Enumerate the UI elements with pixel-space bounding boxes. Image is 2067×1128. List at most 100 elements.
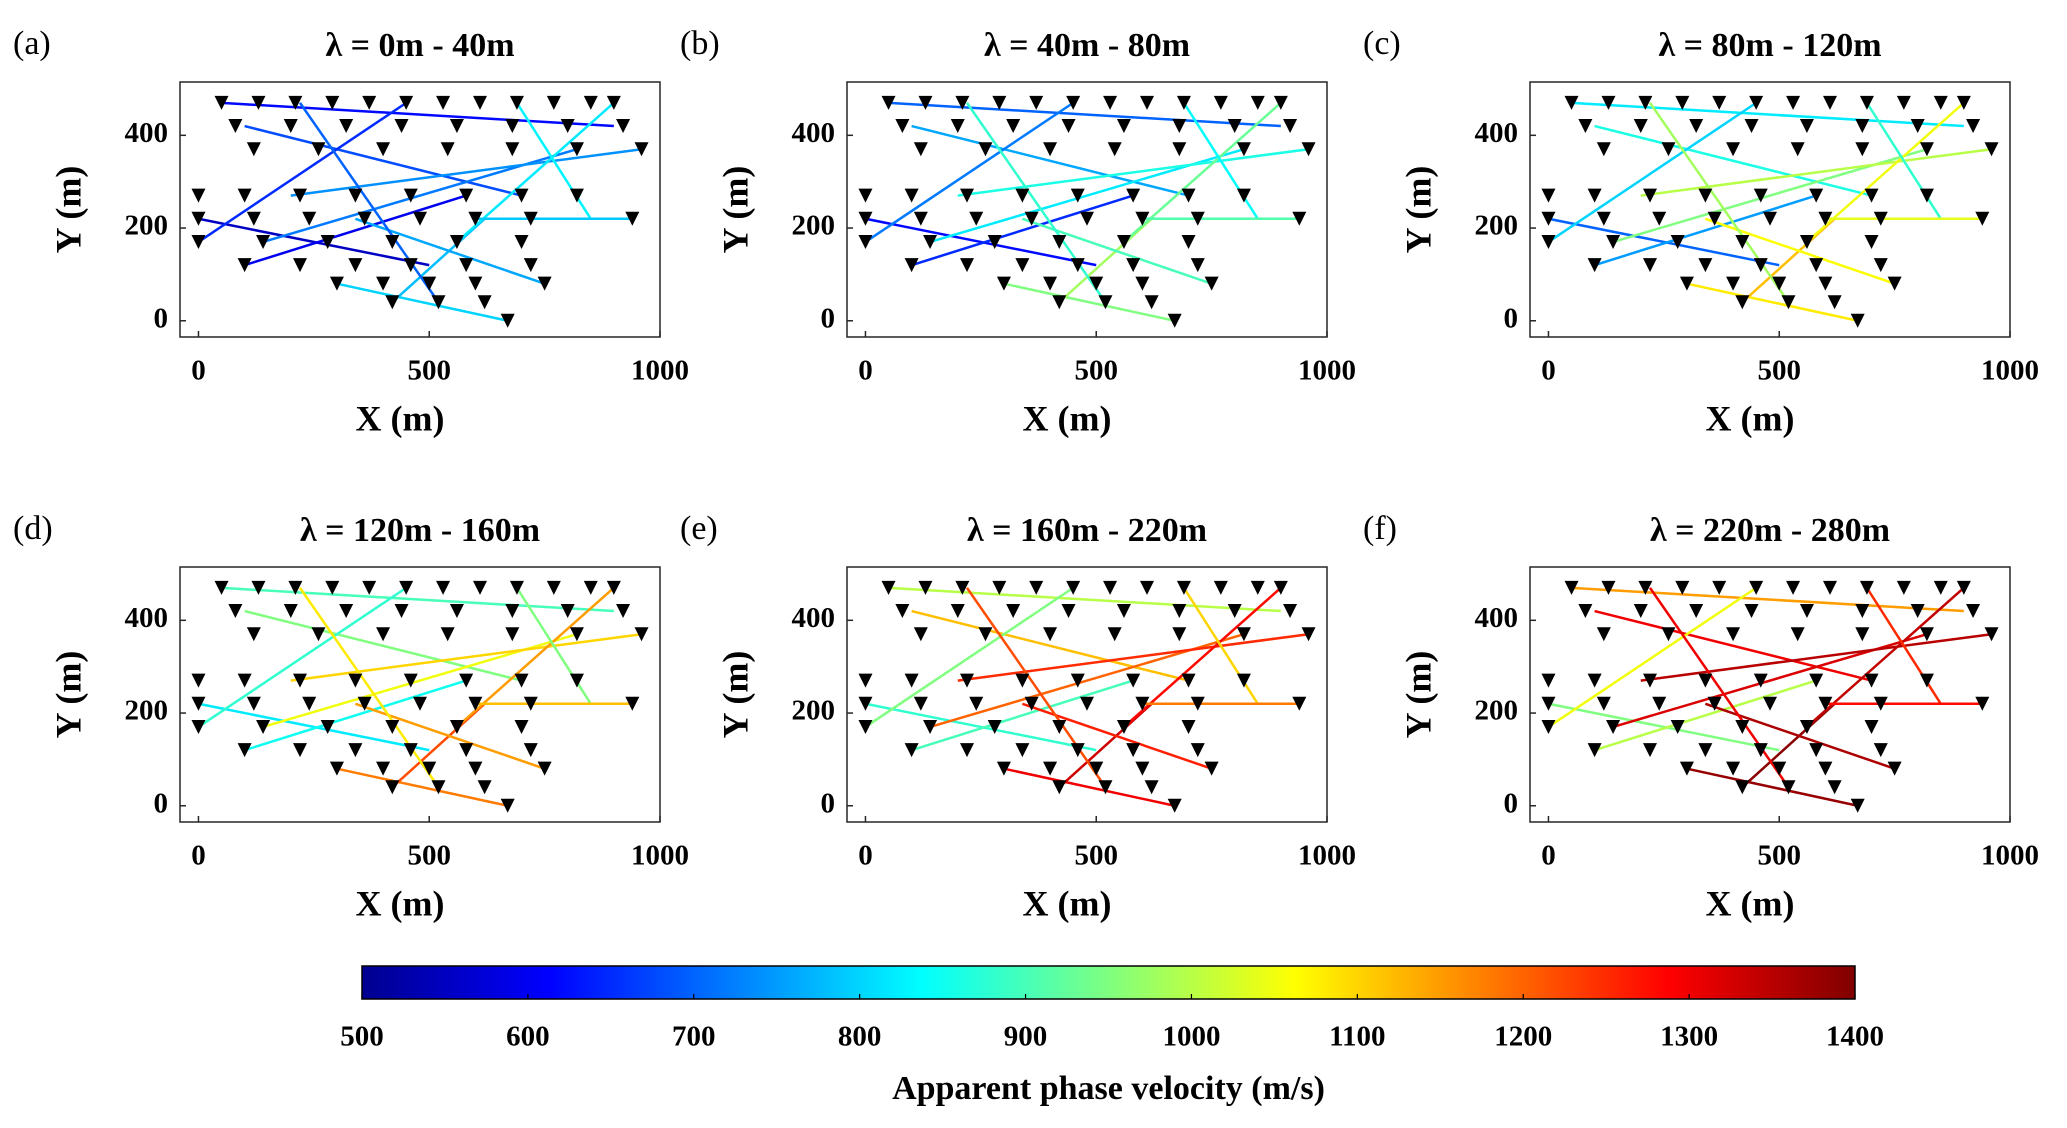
x-tick-label: 500 [407,840,451,872]
station-marker [1726,142,1741,157]
station-marker [904,188,919,203]
station-marker [348,188,363,203]
station-marker [191,234,206,249]
station-marker [1107,627,1122,642]
station-marker [918,95,933,110]
colorbar-tick-label: 1100 [1329,1021,1385,1053]
station-marker [1213,95,1228,110]
station-marker [403,673,418,688]
station-marker [1301,627,1316,642]
x-tick-label: 500 [1074,355,1118,387]
station-marker [1029,95,1044,110]
station-marker [1098,295,1113,310]
station-marker [1763,696,1777,711]
ray-path [911,609,1189,682]
station-marker [969,696,984,711]
station-marker [1790,627,1805,642]
station-marker [1052,780,1067,795]
ray-path [336,767,508,807]
station-marker [214,95,229,110]
station-marker [505,604,520,619]
station-marker [1786,580,1801,595]
panel: 0 500 1000 0 200 400 X (m) Y (m) λ = 40m - 80m (b… [680,25,1356,438]
station-marker [1273,580,1288,595]
station-marker [339,119,354,134]
station-marker [996,276,1011,291]
station-marker [1753,743,1768,758]
panel: 0 500 1000 0 200 400 X (m) Y (m) λ = 120m - 160m… [13,510,689,923]
station-marker [1633,119,1648,134]
station-marker [1181,234,1196,249]
station-marker [606,95,621,110]
station-marker [1670,719,1685,734]
station-marker [1855,627,1870,642]
station-marker [1896,95,1911,110]
ray-path [244,679,467,752]
station-marker [1753,673,1768,688]
station-marker [1712,580,1727,595]
station-marker [1236,188,1251,203]
station-marker [913,142,928,157]
station-marker [1919,673,1934,688]
station-marker [1601,95,1616,110]
station-marker [1587,188,1602,203]
station-marker [449,719,464,734]
station-marker [569,188,584,203]
station-marker [1859,95,1874,110]
station-marker [1587,743,1602,758]
station-marker [1089,276,1104,291]
station-marker [1227,604,1242,619]
panel-label: (e) [680,510,718,547]
station-marker [514,234,529,249]
station-marker [362,95,377,110]
ray-path [1548,217,1780,267]
station-marker [1873,258,1888,273]
station-marker [904,673,919,688]
station-marker [606,580,621,595]
x-tick-label: 500 [1074,840,1118,872]
station-marker [348,258,363,273]
station-marker [1689,119,1704,134]
station-marker [625,696,640,711]
station-marker [1176,95,1191,110]
y-axis-label: Y (m) [48,166,88,254]
ray-path [336,282,508,322]
station-marker [1181,719,1196,734]
station-marker [477,780,492,795]
station-marker [1799,234,1814,249]
station-marker [1015,673,1030,688]
station-marker [1006,604,1021,619]
station-marker [1855,142,1870,157]
station-marker [858,234,873,249]
station-marker [228,604,243,619]
station-marker [1283,604,1298,619]
station-marker [505,627,520,642]
panel-title: λ = 40m - 80m [984,27,1190,64]
station-marker [403,188,418,203]
station-marker [1126,188,1141,203]
station-marker [399,95,414,110]
station-marker [1052,719,1067,734]
colorbar [361,965,1856,1000]
station-marker [1984,627,1999,642]
station-marker [473,580,487,595]
ray-path [298,102,440,303]
station-marker [1052,234,1067,249]
station-marker [293,743,307,758]
station-marker [1781,780,1796,795]
station-marker [1749,95,1764,110]
station-marker [500,798,515,813]
station-marker [583,95,598,110]
station-marker [992,95,1007,110]
y-tick-label: 400 [1475,602,1519,634]
station-marker [500,313,515,328]
station-marker [1167,798,1182,813]
station-marker [1126,258,1141,273]
ray-path [957,632,1309,682]
station-marker [546,580,561,595]
axes-frame [179,566,661,823]
station-marker [1850,313,1865,328]
station-marker [1919,142,1934,157]
station-marker [537,761,552,776]
